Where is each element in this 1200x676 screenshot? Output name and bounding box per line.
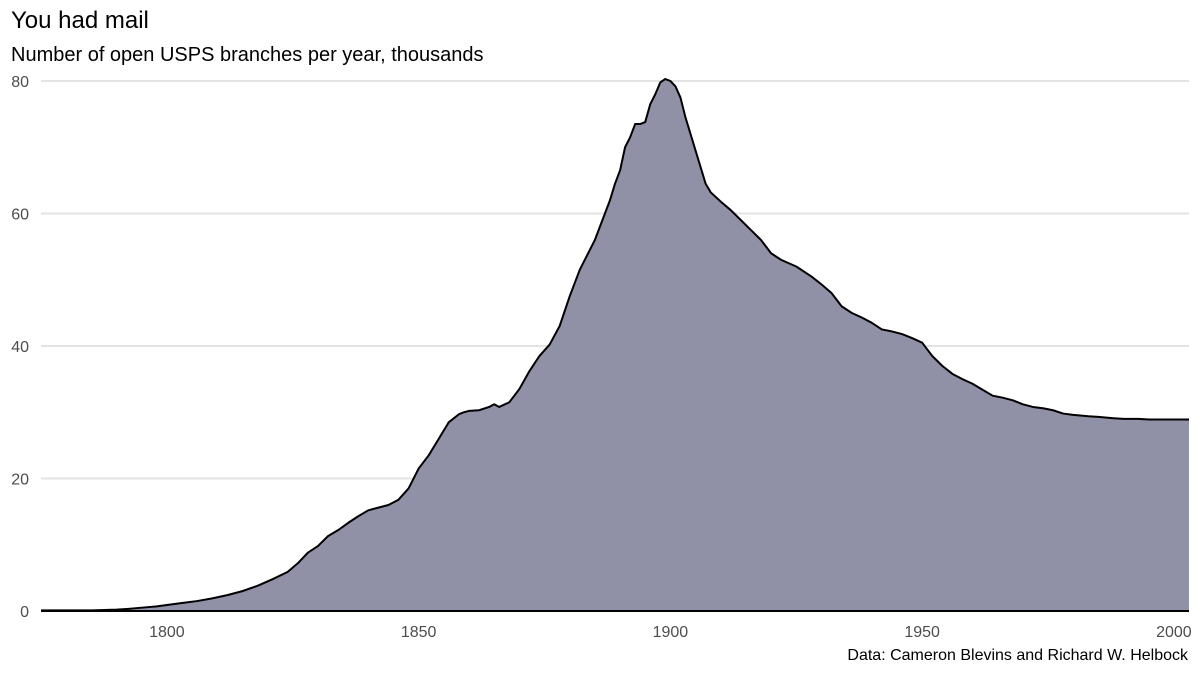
y-tick-label-0: 0 xyxy=(20,604,29,621)
y-tick-label-60: 60 xyxy=(11,207,29,224)
tick-labels: 0 20 40 60 80 1800 1850 1900 1950 2000 xyxy=(11,74,1192,641)
series-line xyxy=(41,78,1189,612)
chart-title: You had mail xyxy=(11,7,149,34)
x-tick-label-1800: 1800 xyxy=(149,624,185,641)
y-tick-label-80: 80 xyxy=(11,74,29,91)
y-tick-label-40: 40 xyxy=(11,339,29,356)
x-tick-label-1900: 1900 xyxy=(653,624,689,641)
chart-subtitle: Number of open USPS branches per year, t… xyxy=(11,44,484,66)
area-layer xyxy=(41,78,1189,612)
area-fill xyxy=(41,79,1189,611)
x-tick-label-2000: 2000 xyxy=(1156,624,1192,641)
x-tick-label-1950: 1950 xyxy=(904,624,940,641)
x-tick-label-1850: 1850 xyxy=(401,624,437,641)
y-tick-label-20: 20 xyxy=(11,472,29,489)
chart-caption: Data: Cameron Blevins and Richard W. Hel… xyxy=(847,647,1188,664)
